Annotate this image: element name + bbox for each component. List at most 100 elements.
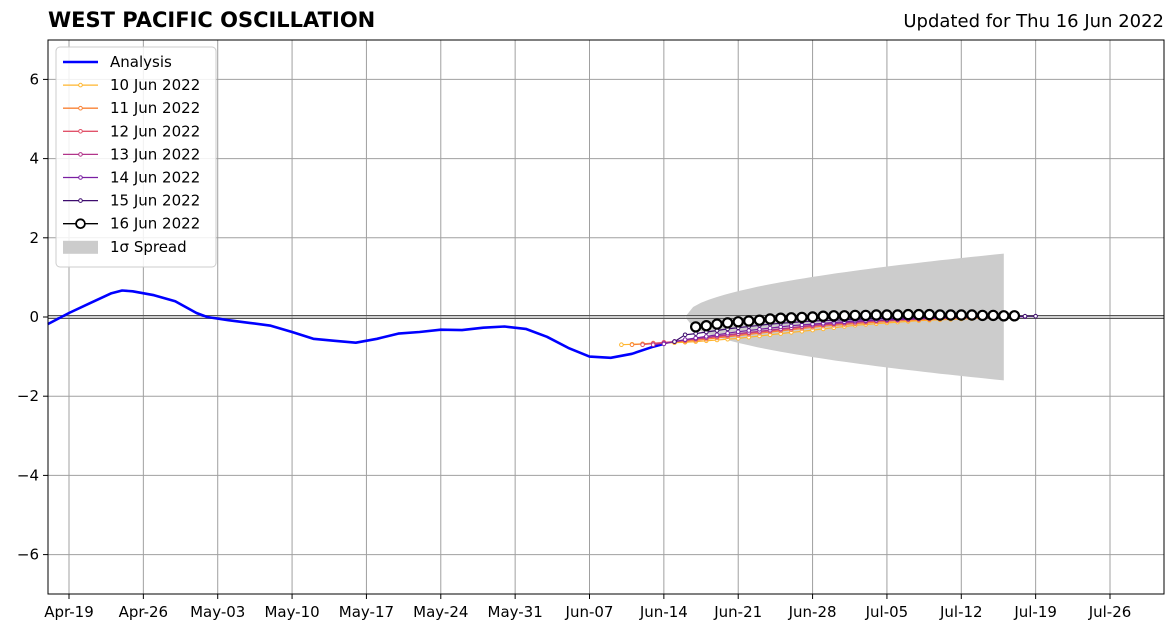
y-tick-label: −2 xyxy=(17,387,39,405)
forecast-point xyxy=(743,315,755,327)
forecast-point xyxy=(902,308,914,321)
y-tick-label: 2 xyxy=(29,229,39,247)
legend-item: 11 Jun 2022 xyxy=(63,99,200,117)
x-tick-label: Jun-21 xyxy=(713,603,762,621)
forecast-point xyxy=(704,334,709,339)
legend-item: 14 Jun 2022 xyxy=(63,169,200,187)
forecast-point xyxy=(725,330,730,336)
forecast-point xyxy=(619,342,624,348)
x-tick-label: May-03 xyxy=(190,603,245,621)
forecast-point xyxy=(849,309,861,322)
forecast-point xyxy=(693,335,699,341)
x-tick-label: Apr-19 xyxy=(44,603,94,621)
x-tick-label: Jul-19 xyxy=(1013,603,1057,621)
forecast-point xyxy=(764,313,776,325)
forecast-point xyxy=(735,329,741,335)
legend-item: 15 Jun 2022 xyxy=(63,192,200,210)
x-tick-label: May-10 xyxy=(264,603,319,621)
x-tick-label: Jun-14 xyxy=(639,603,688,621)
forecast-point xyxy=(881,309,893,321)
y-tick-label: −6 xyxy=(17,546,39,564)
x-tick-label: May-17 xyxy=(339,603,394,621)
forecast-point xyxy=(775,312,787,324)
forecast-point xyxy=(753,314,766,326)
forecast-point xyxy=(690,321,702,333)
forecast-point xyxy=(682,332,688,338)
y-tick-label: −4 xyxy=(17,466,39,484)
forecast-point xyxy=(732,316,744,328)
legend-label: 10 Jun 2022 xyxy=(110,76,200,94)
legend-marker xyxy=(78,82,83,88)
legend-item: 16 Jun 2022 xyxy=(63,215,200,233)
forecast-point xyxy=(955,309,968,321)
legend-label: 12 Jun 2022 xyxy=(110,122,200,140)
forecast-point xyxy=(629,342,635,348)
forecast-point xyxy=(913,308,925,321)
legend-item: 1σ Spread xyxy=(63,238,187,256)
forecast-point xyxy=(650,342,656,348)
forecast-point xyxy=(1022,313,1028,319)
forecast-point xyxy=(778,324,784,330)
forecast-point xyxy=(923,308,936,321)
forecast-point xyxy=(860,309,872,322)
legend-box xyxy=(55,46,217,268)
forecast-point xyxy=(757,327,762,332)
legend-swatch xyxy=(63,240,98,254)
x-tick-label: Jul-12 xyxy=(939,603,983,621)
forecast-point xyxy=(838,310,851,322)
grid xyxy=(48,40,1164,594)
legend-marker xyxy=(75,218,86,230)
x-tick-label: Apr-26 xyxy=(119,603,169,621)
legend-item: Analysis xyxy=(63,53,172,71)
y-tick-label: 4 xyxy=(29,150,39,168)
forecast-point xyxy=(711,318,723,330)
y-tick-label: 0 xyxy=(29,308,39,326)
x-tick-label: Jul-05 xyxy=(865,603,909,621)
chart-subtitle: Updated for Thu 16 Jun 2022 xyxy=(903,11,1164,32)
legend-label: 15 Jun 2022 xyxy=(110,192,200,210)
forecast-point xyxy=(934,309,946,321)
forecast-point xyxy=(672,339,677,344)
forecast-point xyxy=(891,309,904,321)
legend-label: 13 Jun 2022 xyxy=(110,145,200,163)
forecast-point xyxy=(1008,310,1021,322)
legend-marker xyxy=(78,105,83,111)
forecast-point xyxy=(945,309,957,321)
forecast-point xyxy=(714,332,720,338)
forecast-point xyxy=(828,310,840,322)
forecast-point xyxy=(661,341,667,347)
legend-marker xyxy=(78,152,83,157)
forecast-series xyxy=(690,308,1021,333)
forecast-point xyxy=(976,309,989,322)
forecast-point xyxy=(817,310,829,322)
forecast-point xyxy=(721,317,734,329)
x-tick-label: Jun-28 xyxy=(788,603,837,621)
legend-marker xyxy=(78,175,83,180)
legend-label: 1σ Spread xyxy=(110,238,187,256)
y-tick-label: 6 xyxy=(29,70,39,88)
legend: Analysis 10 Jun 2022 11 Jun 2022 12 Jun 202… xyxy=(55,46,217,268)
legend-label: 16 Jun 2022 xyxy=(110,215,200,233)
forecast-point xyxy=(700,320,713,332)
forecast-point xyxy=(796,311,808,324)
forecast-point xyxy=(1033,313,1038,319)
analysis-line xyxy=(47,289,665,360)
x-tick-label: Jun-07 xyxy=(565,603,614,621)
legend-label: 11 Jun 2022 xyxy=(110,99,200,117)
forecast-point xyxy=(746,328,752,333)
forecast-point xyxy=(682,337,688,342)
legend-item: 12 Jun 2022 xyxy=(63,122,200,140)
forecast-point xyxy=(806,311,819,323)
legend-marker xyxy=(78,198,83,203)
legend-label: Analysis xyxy=(110,53,172,71)
forecast-point xyxy=(785,312,798,324)
forecast-point xyxy=(966,309,978,321)
legend-label: 14 Jun 2022 xyxy=(110,169,200,187)
forecast-point xyxy=(767,325,773,331)
legend-marker xyxy=(78,129,83,134)
forecast-point xyxy=(987,309,999,322)
forecast-point xyxy=(640,342,645,348)
forecast-point xyxy=(998,310,1010,322)
x-tick-label: May-24 xyxy=(413,603,468,621)
